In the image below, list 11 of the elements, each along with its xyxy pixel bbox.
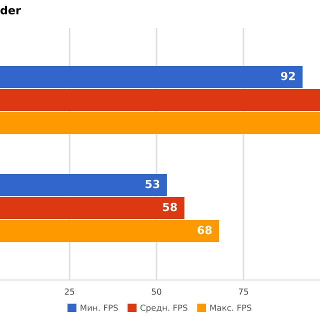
legend-label: Макс. FPS [210,304,252,311]
data-label: 53 [146,180,160,188]
x-tick-label: 75 [238,288,248,295]
legend-label: Мин. FPS [80,304,118,311]
chart-title: der [0,6,21,14]
data-label: 92 [280,72,295,80]
data-label: 58 [162,202,177,212]
data-label: 68 [198,226,212,234]
legend-label: Средн. FPS [140,304,188,312]
x-tick-label: 25 [64,288,74,295]
x-tick-label: 50 [152,288,162,295]
